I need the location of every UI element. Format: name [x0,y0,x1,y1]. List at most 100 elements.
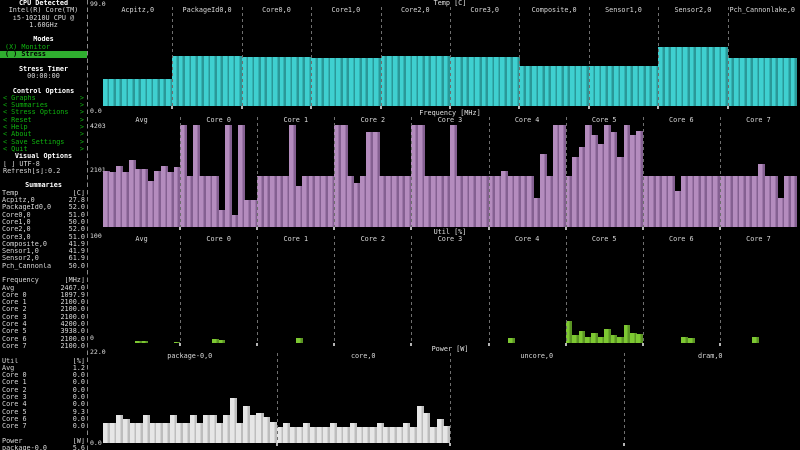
chart-bar [143,415,151,443]
axis-tick [333,343,336,346]
column-label: Sensor2,0 [674,6,712,15]
chart-bar [225,125,232,227]
chart-bar [649,176,657,227]
chart-bar [487,57,495,106]
chart-bar [363,427,371,443]
column-separator [411,236,413,343]
bracket-right: > [79,145,84,153]
column-label: core,0 [350,352,376,361]
menu-item-help[interactable]: < Help > [0,124,87,131]
menu-item-save-settings[interactable]: < Save Settings > [0,139,87,146]
chart-bar [160,166,168,227]
chart-bar [383,427,391,443]
summary-row: Core2,0 52.0 [0,226,87,233]
chart-bar [411,125,419,227]
chart-bar [506,57,514,106]
summary-row-name: Core 5 [2,408,27,416]
column-label: Core 2 [360,115,386,124]
refresh-rate-field[interactable]: Refresh[s]:0.2 [3,167,61,175]
column-label: Core 3 [437,235,463,244]
chart-bar [136,423,144,443]
spacer [0,80,87,87]
chart-bar [443,426,451,443]
menu-item-reset[interactable]: < Reset > [0,117,87,124]
column-label: Core 4 [514,115,540,124]
spacer [0,350,87,357]
bracket-left: < About [3,131,32,139]
column-label: Avg [135,115,148,124]
column-label: Core 5 [591,235,617,244]
summary-row: Core 5 9.3 [0,409,87,416]
summary-row-value: 2467.0 [60,284,85,292]
chart-bar [527,176,534,227]
summary-row-value: 3938.0 [60,328,85,336]
chart-bar [109,172,117,227]
axis-tick [240,106,243,109]
spacer [0,270,87,277]
sidebar-divider [87,0,88,450]
column-separator [588,7,590,106]
chart-bar [129,423,137,443]
summary-row: Composite,0 41.9 [0,241,87,248]
axis-tick [641,227,644,230]
column-separator [334,116,336,227]
column-separator [257,236,259,343]
chart-bar [681,176,689,227]
chart-bar [282,176,290,227]
summary-row: Avg 1.2 [0,365,87,372]
chart-bar [456,176,464,227]
chart-bar [565,321,573,343]
menu-item-quit[interactable]: < Quit > [0,146,87,153]
chart-bar [249,415,257,443]
mode-monitor-radio[interactable]: (X) Monitor [5,43,51,51]
chart-bar [349,58,356,106]
chart-bar [263,176,271,227]
chart-bar [135,168,142,227]
chart-bar [196,423,204,443]
menu-item-about[interactable]: < About > [0,131,87,138]
menu-item-stress-options[interactable]: < Stress Options > [0,109,87,116]
chart-bar [431,56,438,106]
summary-section-name: Util [2,357,19,365]
chart-bar [254,57,262,106]
summary-row-name: PackageId0,0 [2,204,52,212]
chart-bar [771,176,779,227]
chart-bar [412,56,419,106]
summary-section-unit: [MHz] [64,277,85,285]
column-label: Core 6 [669,115,694,124]
chart-bar [330,58,337,106]
chart-bar [276,427,284,443]
chart-bar [572,335,579,343]
menu-item-summaries[interactable]: < Summaries > [0,102,87,109]
axis-label-util-1: 0 [90,334,94,342]
chart-bar [700,176,708,227]
chart-bar [607,65,615,106]
mode-stress-radio[interactable]: ( ) Stress [0,51,87,59]
summary-row-name: Core 1 [2,299,27,307]
visual-options-header: Visual Options [14,153,73,161]
chart-bar [475,176,483,227]
cpu-model-line-0: Intel(R) Core(TM) [8,7,79,15]
column-label: Core3,0 [470,6,500,15]
cpu-detected-header: CPU Detected [18,0,69,7]
bracket-right: > [79,138,84,146]
summary-row-name: Pch_Cannonla [2,262,52,270]
utf8-checkbox[interactable]: [ ] UTF-8 [3,160,40,168]
chart-title-power-w: Power [W] [431,345,469,353]
summary-row-name: Sensor2,0 [2,255,39,263]
menu-item-graphs[interactable]: < Graphs > [0,95,87,102]
chart-bar [237,125,245,227]
chart-bar [235,56,243,106]
summary-row-name: Sensor1,0 [2,248,39,256]
chart-bar [205,176,213,227]
summary-row-value: 0.0 [72,415,85,423]
summary-row-value: 0.0 [72,372,85,380]
axis-tick [410,343,413,346]
chart-bar [315,176,322,227]
chart-bar [533,197,541,227]
chart-bar [273,57,281,106]
chart-bar [658,46,665,106]
chart-bar [683,46,691,106]
chart-bar [349,422,357,443]
chart-bar [482,176,489,227]
